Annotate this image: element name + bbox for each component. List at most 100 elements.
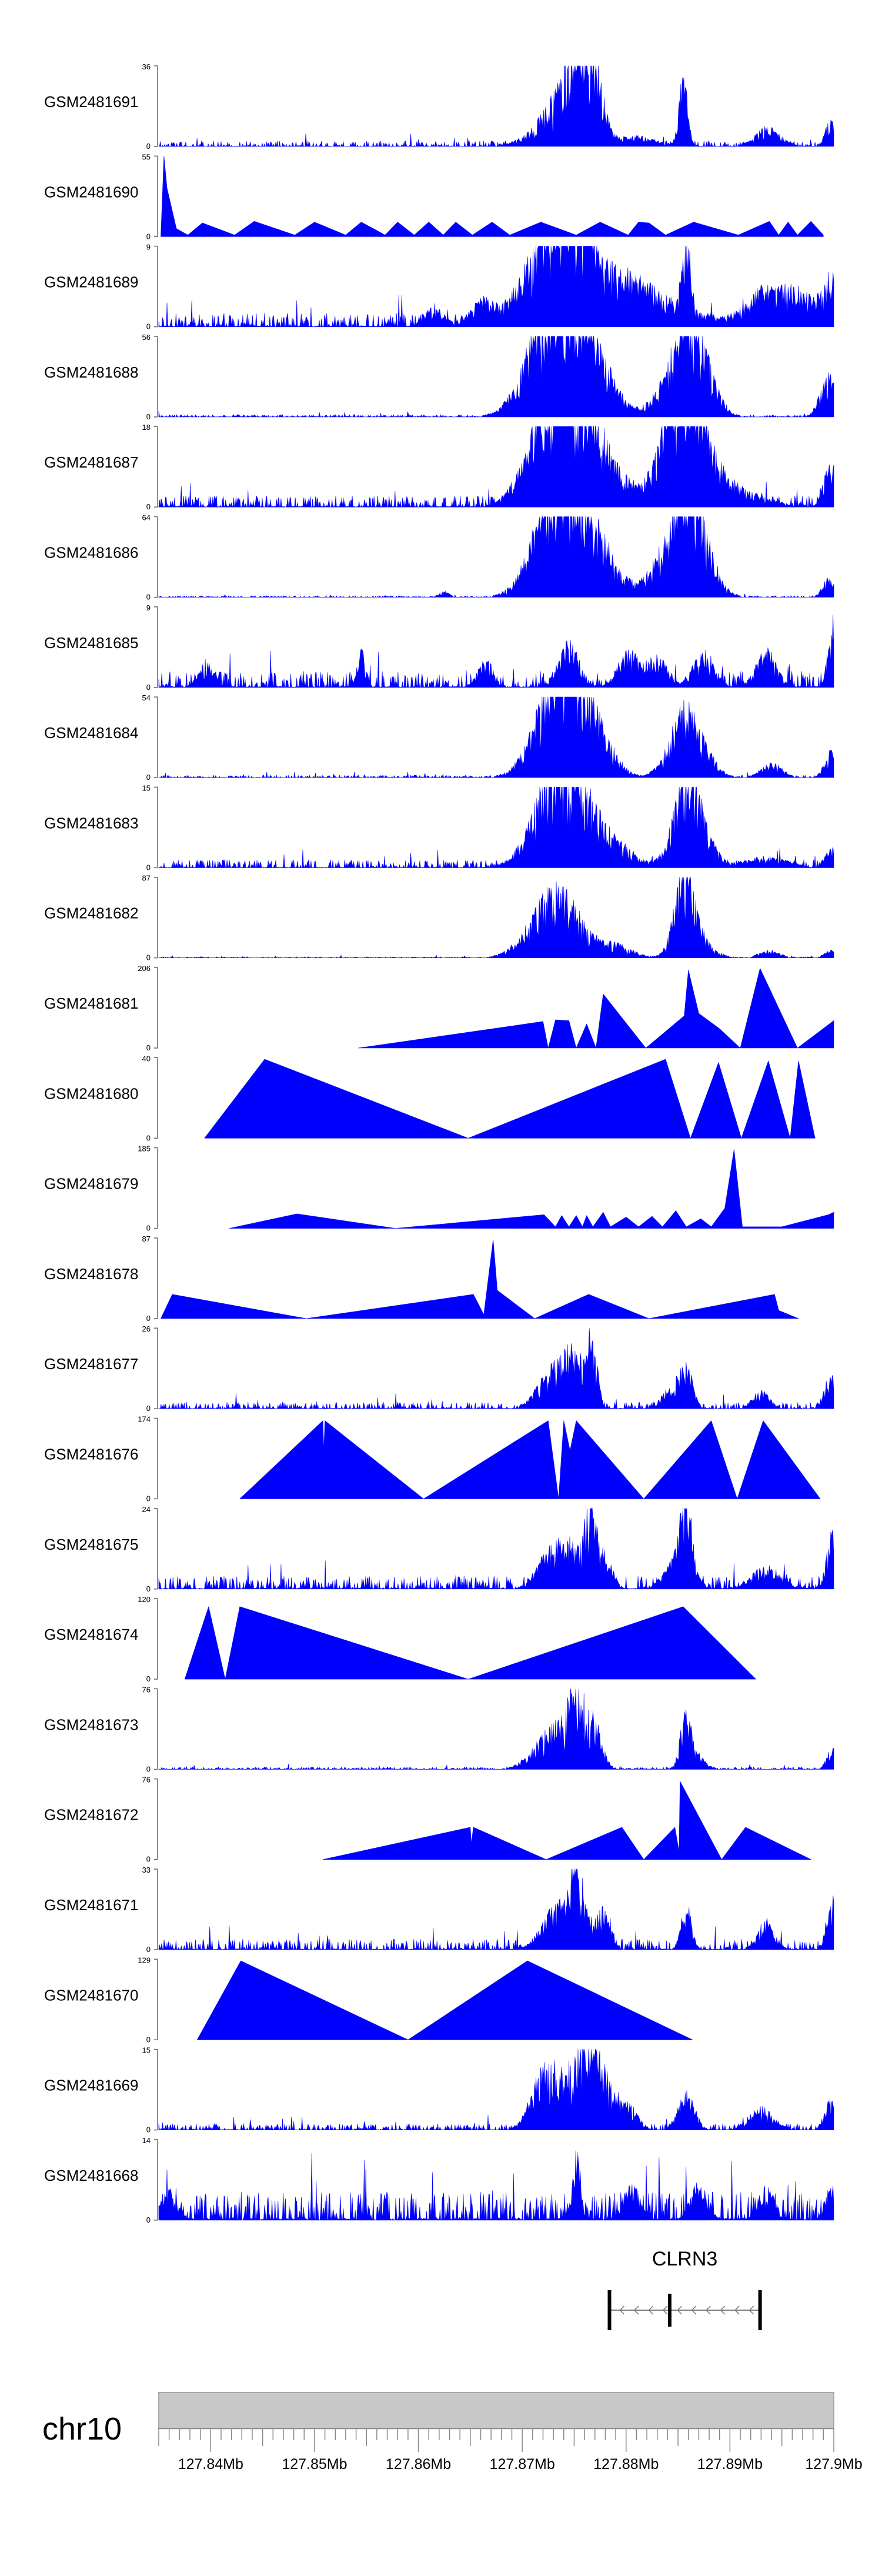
- track: GSM2481691 36 0: [44, 62, 834, 151]
- y-min-label: 0: [146, 2125, 151, 2134]
- coverage-area: [158, 787, 834, 868]
- track: GSM2481675 24 0: [44, 1505, 834, 1593]
- y-min-label: 0: [146, 773, 151, 782]
- coverage-area: [161, 156, 824, 237]
- coverage-area: [229, 1149, 834, 1229]
- y-min-label: 0: [146, 1584, 151, 1593]
- y-min-label: 0: [146, 1945, 151, 1954]
- y-max-label: 120: [138, 1595, 151, 1604]
- track-label: GSM2481674: [44, 1626, 138, 1643]
- track: GSM2481686 64 0: [44, 513, 834, 602]
- track: GSM2481689 9 0: [44, 243, 834, 331]
- y-min-label: 0: [146, 1224, 151, 1233]
- y-min-label: 0: [146, 863, 151, 872]
- y-min-label: 0: [146, 1043, 151, 1052]
- y-min-label: 0: [146, 1764, 151, 1773]
- track: GSM2481677 26 0: [44, 1324, 834, 1413]
- coverage-area: [158, 615, 834, 688]
- coverage-area: [158, 246, 834, 327]
- track-label: GSM2481677: [44, 1355, 138, 1373]
- axis-tick-label: 127.86Mb: [386, 2456, 451, 2472]
- axis-tick-label: 127.87Mb: [490, 2456, 555, 2472]
- track: GSM2481681 206 0: [44, 964, 834, 1052]
- axis-tick-label: 127.85Mb: [282, 2456, 347, 2472]
- y-max-label: 14: [142, 2136, 151, 2145]
- y-min-label: 0: [146, 1855, 151, 1864]
- track-label: GSM2481690: [44, 183, 138, 201]
- track-label: GSM2481687: [44, 453, 138, 471]
- y-min-label: 0: [146, 1133, 151, 1142]
- strand-arrow: [706, 2305, 711, 2315]
- coverage-area: [158, 1508, 834, 1590]
- track: GSM2481683 15 0: [44, 783, 834, 872]
- track-label: GSM2481684: [44, 724, 138, 742]
- y-min-label: 0: [146, 593, 151, 602]
- y-max-label: 55: [142, 152, 151, 161]
- track: GSM2481679 185 0: [44, 1144, 834, 1233]
- coverage-area: [158, 336, 834, 418]
- track-label: GSM2481683: [44, 814, 138, 832]
- y-max-label: 54: [142, 693, 151, 702]
- chromosome-label: chr10: [42, 2411, 122, 2447]
- coverage-area: [322, 1781, 811, 1860]
- gene-model-clrn3: CLRN3: [607, 2248, 762, 2330]
- y-min-label: 0: [146, 1674, 151, 1683]
- y-min-label: 0: [146, 1314, 151, 1323]
- coverage-area: [158, 2150, 834, 2221]
- track: GSM2481676 174 0: [44, 1415, 821, 1503]
- coverage-area: [158, 1328, 834, 1409]
- y-min-label: 0: [146, 1404, 151, 1413]
- y-min-label: 0: [146, 412, 151, 421]
- y-max-label: 24: [142, 1505, 151, 1514]
- track: GSM2481680 40 0: [44, 1054, 816, 1142]
- track: GSM2481688 56 0: [44, 333, 834, 421]
- y-min-label: 0: [146, 683, 151, 692]
- gene-exon: [607, 2290, 612, 2330]
- y-max-label: 36: [142, 62, 151, 71]
- y-max-label: 40: [142, 1054, 151, 1063]
- coverage-area: [158, 877, 834, 958]
- track: GSM2481684 54 0: [44, 693, 834, 782]
- y-min-label: 0: [146, 142, 151, 151]
- y-min-label: 0: [146, 2215, 151, 2224]
- gene-exon: [758, 2290, 762, 2330]
- track: GSM2481669 15 0: [44, 2046, 834, 2134]
- track-label: GSM2481689: [44, 273, 138, 291]
- track-label: GSM2481676: [44, 1446, 138, 1463]
- axis-tick-label: 127.84Mb: [178, 2456, 243, 2472]
- track-label: GSM2481688: [44, 363, 138, 381]
- track: GSM2481672 76 0: [44, 1776, 811, 1864]
- coverage-area: [158, 696, 834, 778]
- track-label: GSM2481680: [44, 1085, 138, 1102]
- strand-arrow: [662, 2305, 668, 2315]
- y-max-label: 206: [138, 964, 151, 973]
- gene-label: CLRN3: [652, 2248, 717, 2270]
- track-label: GSM2481679: [44, 1175, 138, 1193]
- coverage-area: [161, 1239, 799, 1319]
- track-label: GSM2481675: [44, 1536, 138, 1553]
- coverage-area: [204, 1059, 816, 1139]
- coverage-area: [158, 1868, 834, 1950]
- y-max-label: 185: [138, 1144, 151, 1153]
- coverage-area: [358, 968, 834, 1049]
- y-min-label: 0: [146, 1494, 151, 1503]
- track-label: GSM2481682: [44, 905, 138, 922]
- y-max-label: 15: [142, 2046, 151, 2055]
- y-max-label: 9: [146, 603, 151, 612]
- y-max-label: 174: [138, 1415, 151, 1424]
- y-max-label: 76: [142, 1776, 151, 1784]
- track-label: GSM2481673: [44, 1716, 138, 1733]
- y-max-label: 56: [142, 333, 151, 342]
- strand-arrow: [720, 2305, 726, 2315]
- track: GSM2481671 33 0: [44, 1866, 834, 1954]
- strand-arrow: [633, 2305, 639, 2315]
- y-max-label: 15: [142, 783, 151, 792]
- strand-arrow: [749, 2305, 754, 2315]
- strand-arrow: [619, 2305, 625, 2315]
- chromosome-ideogram: chr10: [42, 2392, 834, 2447]
- coverage-area: [197, 1960, 693, 2040]
- coverage-area: [158, 516, 834, 598]
- coverage-area: [184, 1606, 756, 1680]
- y-max-label: 18: [142, 423, 151, 432]
